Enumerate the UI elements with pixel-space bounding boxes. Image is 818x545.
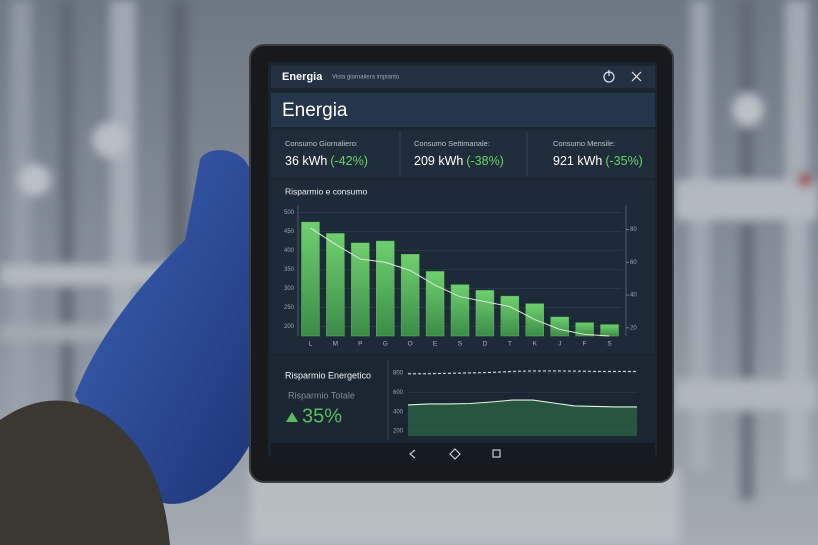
app-bar (271, 66, 655, 88)
x-tick-label: F (583, 341, 587, 348)
series-line (407, 399, 637, 408)
bar (450, 284, 470, 337)
close-button[interactable] (631, 71, 642, 82)
stat-label: Consumo Mensile: (553, 139, 615, 148)
savings-value: 35% (302, 405, 342, 427)
bar (550, 316, 569, 337)
bar (326, 233, 345, 337)
stats-band (271, 130, 655, 178)
pipe (740, 0, 754, 500)
gauge (732, 94, 764, 126)
nav-recent[interactable] (492, 449, 501, 458)
y2-tick-label: 40 (630, 293, 637, 299)
bar (500, 295, 520, 337)
x-tick-label: K (533, 341, 538, 348)
page-title: Energia (282, 100, 348, 121)
bar (600, 324, 619, 337)
gauge (19, 164, 51, 196)
bar (376, 240, 395, 337)
bar (400, 254, 420, 337)
x-tick-label: S (458, 341, 463, 348)
x-tick-label: L (309, 341, 313, 348)
x-tick-label: J (558, 341, 561, 348)
y2-tick-label: 80 (630, 227, 637, 233)
stat-change: (-35%) (605, 154, 643, 168)
x-tick-label: G (383, 341, 388, 348)
area (408, 400, 637, 436)
valve (797, 172, 813, 188)
y-tick-label: 350 (284, 267, 295, 273)
y-tick-label: 200 (284, 324, 295, 330)
x-tick-label: S (607, 341, 612, 348)
y-tick-label: 400 (393, 409, 404, 415)
gauge (92, 122, 128, 158)
y-tick-label: 500 (284, 210, 295, 216)
x-tick-label: O (408, 341, 413, 348)
power-button[interactable] (603, 70, 615, 83)
title-band (271, 93, 655, 127)
pipe (675, 180, 818, 220)
pipe (60, 0, 74, 430)
pipe (675, 380, 818, 410)
stat-value: 921 kWh (553, 154, 602, 168)
bar (351, 242, 370, 337)
stat-value-line: 36 kWh (-42%) (285, 154, 368, 168)
sleeve (0, 400, 170, 545)
y-tick-label: 400 (284, 248, 295, 254)
y-tick-label: 200 (393, 429, 404, 435)
y2-tick-label: 20 (630, 325, 637, 331)
y-tick-label: 300 (284, 286, 295, 292)
app-bar-subtitle: Vista giornaliera impianto (332, 75, 400, 81)
x-tick-label: D (483, 341, 488, 348)
pipe (170, 0, 188, 300)
stat-label: Consumo Giornaliero: (285, 139, 358, 148)
bar (301, 221, 320, 337)
x-tick-label: P (358, 341, 362, 348)
nav-home[interactable] (449, 448, 461, 460)
savings-title: Risparmio Energetico (285, 370, 371, 380)
bar-chart: Risparmio e consumo 200 250 300 350 400 450 500… (284, 186, 637, 347)
up-arrow (286, 412, 298, 422)
stat-value-line: 921 kWh (-35%) (553, 154, 643, 168)
chart-title: Risparmio e consumo (285, 186, 367, 196)
x-tick-label: T (508, 341, 512, 348)
savings-label: Risparmio Totale (288, 390, 355, 400)
nav-back[interactable] (409, 449, 416, 459)
line-chart: 200 400 600 800 (393, 370, 637, 436)
stat-change: (-42%) (330, 154, 368, 168)
series-line (408, 370, 637, 375)
x-tick-label: M (333, 341, 338, 348)
trend-line (310, 227, 610, 337)
y-tick-label: 250 (284, 305, 295, 311)
stat-change: (-38%) (466, 154, 504, 168)
nav-bar (271, 443, 655, 465)
close-icon (631, 71, 642, 82)
stat-label: Consumo Settimanale: (414, 139, 490, 148)
y-tick-label: 450 (284, 229, 295, 235)
y-tick-label: 600 (393, 390, 404, 396)
stat-value: 209 kWh (414, 154, 463, 168)
y2-tick-label: 60 (630, 260, 637, 266)
bar (475, 290, 495, 337)
glove (75, 150, 252, 504)
app-bar-title: Energia (282, 71, 323, 83)
y-tick-label: 800 (393, 370, 404, 376)
bar (575, 322, 594, 337)
pipe (690, 0, 710, 470)
x-tick-label: E (433, 341, 438, 348)
stat-value: 36 kWh (285, 154, 327, 168)
pipe (10, 0, 32, 420)
stats: Consumo Giornaliero: 36 kWh (-42%) Consumo … (285, 139, 643, 168)
stat-value-line: 209 kWh (-38%) (414, 154, 504, 168)
